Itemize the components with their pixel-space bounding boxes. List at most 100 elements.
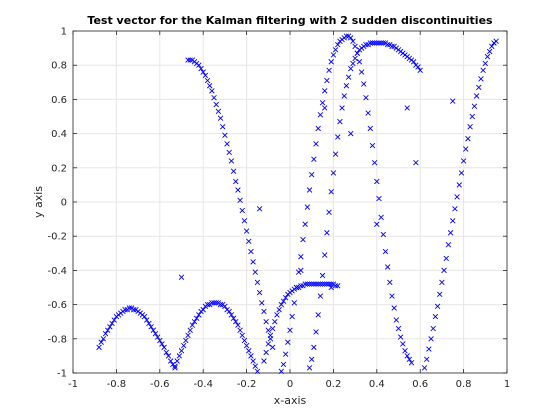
data-point-marker	[332, 283, 339, 289]
data-point-marker	[382, 248, 389, 255]
data-point-marker	[141, 313, 148, 320]
y-tick-label: 0.6	[51, 95, 67, 106]
data-point-marker	[204, 301, 211, 308]
data-point-marker	[206, 83, 213, 89]
data-point-marker	[107, 324, 113, 330]
data-point-marker	[278, 301, 285, 308]
data-point-marker	[282, 351, 289, 357]
data-point-marker	[198, 65, 204, 72]
data-point-marker	[233, 318, 239, 325]
data-point-marker	[293, 284, 300, 291]
data-point-marker	[326, 209, 332, 215]
data-point-marker	[311, 156, 317, 162]
data-point-marker	[285, 339, 291, 345]
data-point-marker	[222, 303, 228, 310]
data-point-marker	[345, 74, 352, 80]
data-point-marker	[196, 62, 202, 68]
data-point-marker	[489, 43, 495, 50]
data-point-marker	[183, 337, 189, 344]
x-tick-label: 0.2	[325, 379, 341, 390]
y-tick-label: 0.8	[51, 61, 67, 72]
data-point-marker	[380, 40, 387, 46]
data-point-marker	[263, 318, 269, 325]
data-point-marker	[209, 88, 215, 94]
data-point-marker	[363, 94, 369, 101]
y-tick-label: -1	[57, 369, 67, 380]
data-point-marker	[339, 105, 345, 111]
data-points	[96, 33, 499, 375]
data-point-marker	[384, 41, 391, 48]
data-point-marker	[274, 312, 280, 318]
data-point-marker	[300, 236, 306, 243]
data-point-marker	[322, 281, 328, 287]
data-point-marker	[476, 84, 482, 91]
data-point-marker	[213, 300, 219, 306]
data-point-marker	[337, 118, 343, 125]
data-point-marker	[237, 197, 243, 204]
data-point-marker	[328, 59, 334, 65]
data-point-marker	[298, 283, 304, 289]
data-point-marker	[313, 141, 319, 147]
data-point-marker	[313, 281, 319, 287]
data-point-marker	[237, 327, 243, 333]
data-point-marker	[226, 308, 232, 315]
data-point-marker	[317, 281, 324, 287]
data-point-marker	[378, 40, 384, 46]
data-point-marker	[230, 315, 237, 321]
data-point-marker	[267, 332, 274, 339]
data-point-marker	[335, 283, 341, 289]
data-point-marker	[441, 267, 447, 274]
data-point-marker	[450, 218, 456, 224]
data-point-marker	[193, 315, 200, 321]
data-point-marker	[380, 231, 387, 238]
data-point-marker	[465, 136, 471, 142]
data-point-marker	[410, 59, 417, 65]
data-point-marker	[367, 125, 374, 132]
data-point-marker	[122, 307, 128, 313]
data-point-marker	[144, 317, 150, 323]
data-point-marker	[280, 298, 287, 304]
data-point-marker	[413, 159, 419, 166]
data-point-marker	[430, 325, 436, 332]
data-point-marker	[250, 358, 256, 364]
data-point-marker	[317, 112, 324, 118]
data-point-marker	[335, 134, 341, 140]
data-point-marker	[152, 330, 159, 337]
data-point-marker	[332, 151, 339, 157]
data-point-marker	[361, 81, 367, 87]
data-point-marker	[458, 170, 465, 176]
data-point-marker	[211, 94, 217, 101]
data-point-marker	[167, 358, 174, 364]
data-point-marker	[100, 336, 107, 342]
data-point-marker	[287, 327, 293, 333]
data-point-marker	[272, 318, 278, 325]
data-point-marker	[408, 360, 415, 366]
data-point-marker	[200, 69, 206, 75]
data-point-marker	[348, 35, 354, 41]
data-point-marker	[319, 100, 326, 106]
data-point-marker	[217, 115, 224, 121]
data-point-marker	[185, 332, 191, 339]
data-point-marker	[165, 353, 172, 359]
data-point-marker	[376, 40, 382, 46]
x-tick-label: -0.8	[107, 379, 127, 390]
data-point-marker	[486, 48, 493, 55]
chart-title: Test vector for the Kalman filtering wit…	[87, 14, 493, 27]
data-point-marker	[172, 363, 178, 369]
data-point-marker	[374, 40, 380, 46]
x-tick-label: 0	[287, 379, 293, 390]
data-point-marker	[447, 230, 454, 236]
data-point-marker	[154, 334, 161, 340]
y-tick-label: -0.8	[47, 334, 67, 345]
data-point-marker	[341, 93, 347, 99]
data-point-marker	[235, 322, 241, 328]
data-point-marker	[393, 317, 400, 323]
data-point-marker	[282, 295, 289, 301]
data-point-marker	[343, 83, 350, 89]
data-point-marker	[298, 254, 304, 260]
data-point-marker	[400, 341, 406, 347]
data-point-marker	[306, 365, 313, 371]
data-point-marker	[217, 301, 224, 308]
data-point-marker	[150, 327, 157, 333]
data-point-marker	[254, 279, 261, 286]
